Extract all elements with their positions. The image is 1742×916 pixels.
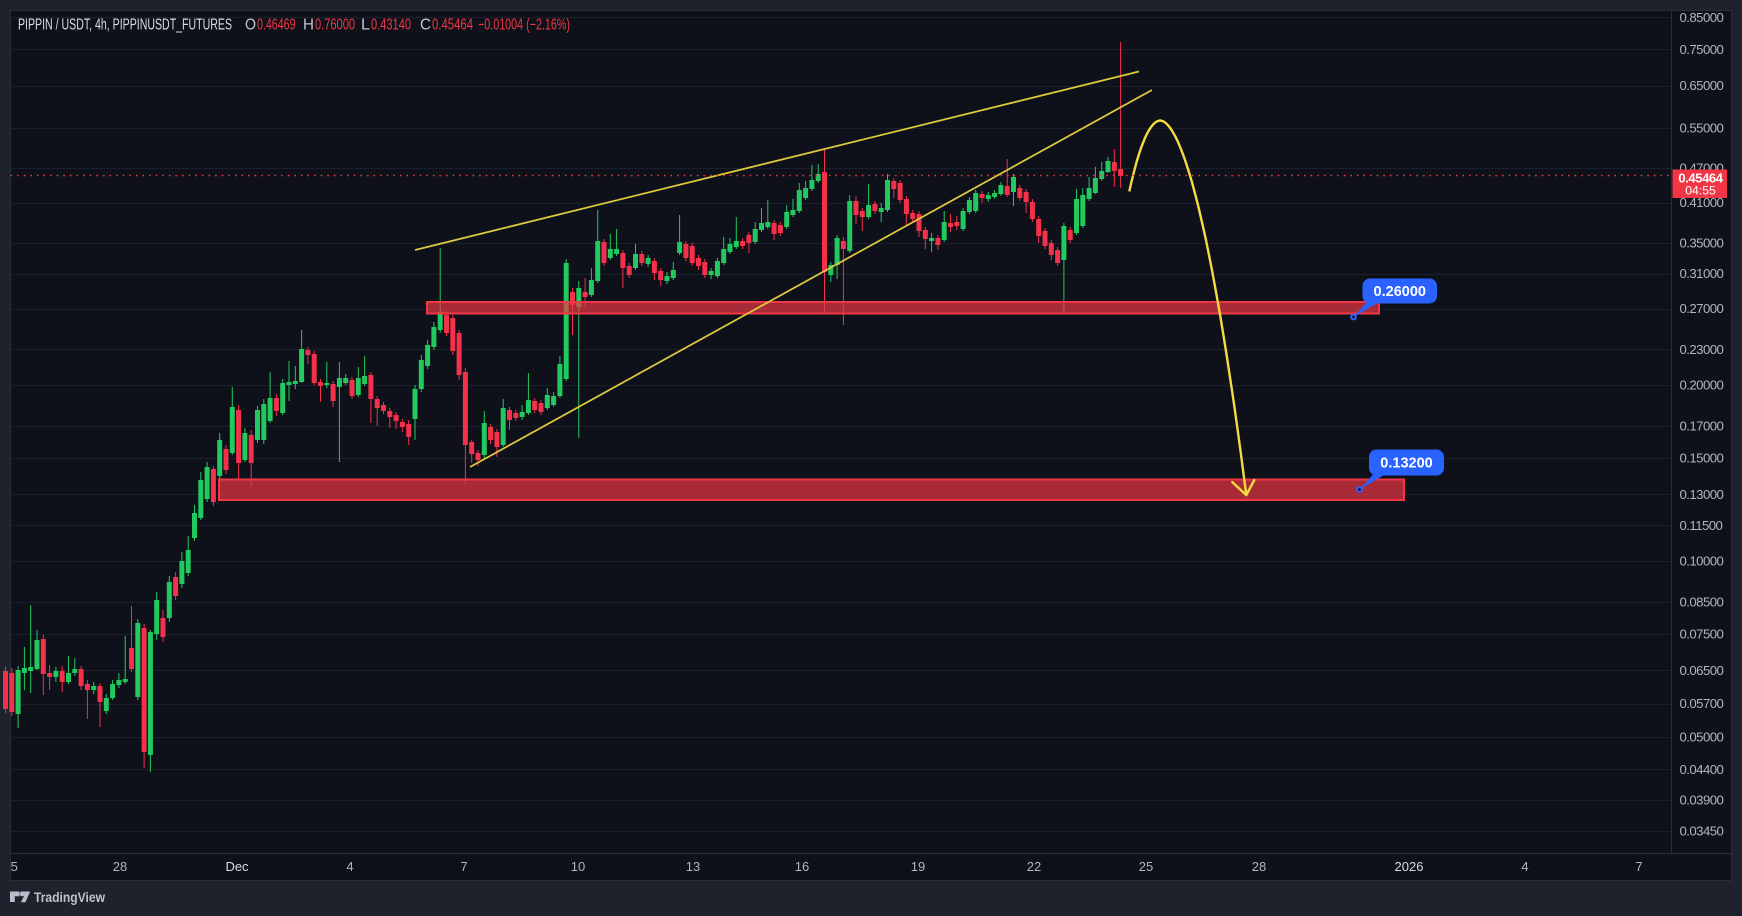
svg-text:H: H (303, 17, 314, 34)
svg-text:10: 10 (571, 859, 585, 874)
svg-text:0.04400: 0.04400 (1680, 762, 1724, 777)
svg-text:13: 13 (686, 859, 700, 874)
svg-text:0.03450: 0.03450 (1680, 824, 1724, 839)
svg-text:0.20000: 0.20000 (1680, 377, 1724, 392)
svg-text:0.10000: 0.10000 (1680, 553, 1724, 568)
svg-text:16: 16 (795, 859, 809, 874)
svg-text:C: C (420, 17, 431, 34)
svg-text:0.45464: 0.45464 (432, 17, 473, 34)
svg-text:7: 7 (460, 859, 467, 874)
svg-text:0.05700: 0.05700 (1680, 696, 1724, 711)
svg-text:0.15000: 0.15000 (1680, 451, 1724, 466)
svg-text:0.43140: 0.43140 (371, 17, 411, 34)
svg-text:PIPPIN / USDT, 4h, PIPPINUSDT_: PIPPIN / USDT, 4h, PIPPINUSDT_FUTURES (18, 17, 232, 34)
svg-text:0.17000: 0.17000 (1680, 419, 1724, 434)
svg-text:25: 25 (1139, 859, 1153, 874)
svg-text:0.65000: 0.65000 (1680, 78, 1724, 93)
svg-text:4: 4 (346, 859, 353, 874)
svg-text:0.26000: 0.26000 (1374, 284, 1426, 300)
svg-text:0.31000: 0.31000 (1680, 266, 1724, 281)
svg-text:28: 28 (1252, 859, 1266, 874)
svg-text:0.11500: 0.11500 (1680, 518, 1723, 533)
svg-text:0.13200: 0.13200 (1380, 456, 1432, 472)
svg-text:04:55: 04:55 (1685, 184, 1716, 198)
svg-text:0.08500: 0.08500 (1680, 595, 1724, 610)
svg-text:7: 7 (1635, 859, 1642, 874)
svg-text:−0.01004 (−2.16%): −0.01004 (−2.16%) (478, 17, 570, 34)
svg-text:0.46469: 0.46469 (257, 17, 296, 34)
svg-text:0.05000: 0.05000 (1680, 729, 1724, 744)
svg-text:0.45464: 0.45464 (1678, 170, 1723, 185)
svg-text:0.27000: 0.27000 (1680, 301, 1724, 316)
svg-text:22: 22 (1027, 859, 1041, 874)
svg-text:19: 19 (911, 859, 925, 874)
svg-text:0.55000: 0.55000 (1680, 121, 1724, 136)
svg-text:0.06500: 0.06500 (1680, 663, 1724, 678)
svg-text:Dec: Dec (225, 859, 249, 874)
svg-text:0.76000: 0.76000 (315, 17, 355, 34)
svg-text:2026: 2026 (1395, 859, 1424, 874)
svg-text:0.85000: 0.85000 (1680, 10, 1724, 25)
svg-text:5: 5 (11, 859, 18, 874)
svg-text:4: 4 (1521, 859, 1528, 874)
svg-text:TradingView: TradingView (34, 890, 105, 905)
svg-text:0.35000: 0.35000 (1680, 235, 1724, 250)
svg-text:L: L (361, 17, 370, 34)
svg-text:0.23000: 0.23000 (1680, 342, 1724, 357)
svg-text:0.41000: 0.41000 (1680, 195, 1724, 210)
svg-text:28: 28 (113, 859, 127, 874)
svg-text:0.07500: 0.07500 (1680, 626, 1724, 641)
svg-text:O: O (245, 17, 256, 34)
svg-text:0.75000: 0.75000 (1680, 42, 1724, 57)
svg-text:0.13000: 0.13000 (1680, 487, 1724, 502)
svg-text:0.03900: 0.03900 (1680, 793, 1724, 808)
